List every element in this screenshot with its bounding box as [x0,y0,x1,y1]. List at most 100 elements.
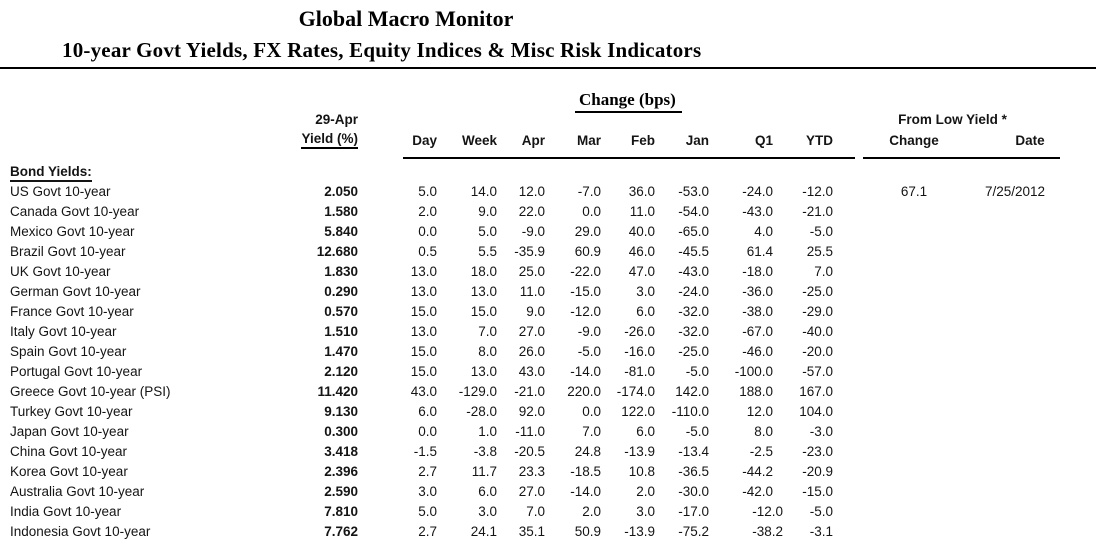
column-header-q1: Q1 [754,133,773,148]
column-gap [836,322,868,342]
change-value: 5.5 [478,244,497,259]
table-row: UK Govt 10-year 1.830 13.0 18.0 25.0 -22.0 47.… [0,262,1096,282]
section-label: Bond Yields: [0,162,1096,182]
column-gap [836,402,868,422]
row-label: Portugal Govt 10-year [10,364,143,379]
table-row: Korea Govt 10-year 2.396 2.7 11.7 23.3 -18.5 1… [0,462,1096,482]
change-value: 9.0 [478,204,497,219]
from-low-date-value [960,202,1070,222]
yield-value: 7.810 [324,504,358,519]
from-low-date-value [960,522,1070,541]
change-value: -45.5 [678,244,709,259]
from-low-change-value [868,382,960,402]
row-filler [1070,362,1096,382]
change-value: -32.0 [678,304,709,319]
table-row: German Govt 10-year 0.290 13.0 13.0 11.0 -15.… [0,282,1096,302]
change-value: -1.5 [413,444,437,459]
change-value: -20.5 [514,444,545,459]
bond-yields-table: Bond Yields: US Govt 10-year 2.050 5.0 14.0 1… [0,162,1096,541]
row-label: Turkey Govt 10-year [10,404,133,419]
change-value: 2.0 [418,204,437,219]
table-row: Spain Govt 10-year 1.470 15.0 8.0 26.0 -5.0 -1… [0,342,1096,362]
yield-value: 11.420 [317,384,358,399]
column-header-feb: Feb [630,133,655,148]
change-value: 22.0 [518,204,545,219]
row-filler [1070,402,1096,422]
row-label: Australia Govt 10-year [10,484,145,499]
row-filler [1070,522,1096,541]
change-value: 60.9 [574,244,601,259]
row-label: Indonesia Govt 10-year [10,524,151,539]
from-low-date-value [960,262,1070,282]
change-value: -54.0 [678,204,709,219]
table-row: Greece Govt 10-year (PSI) 11.420 43.0 -129.… [0,382,1096,402]
row-label: China Govt 10-year [10,444,128,459]
change-value: -21.0 [802,204,833,219]
yield-value: 9.130 [324,404,358,419]
column-gap [836,362,868,382]
change-value: 6.0 [478,484,497,499]
row-filler [1070,482,1096,502]
change-value: -174.0 [616,384,655,399]
change-value: 122.0 [621,404,655,419]
from-low-change-value [868,362,960,382]
from-low-date-value [960,282,1070,302]
column-header-from-low-date: Date [1015,133,1045,148]
table-row: France Govt 10-year 0.570 15.0 15.0 9.0 -12.0… [0,302,1096,322]
change-value: 11.0 [629,204,655,219]
from-low-date-value [960,322,1070,342]
from-low-change-value [868,522,960,541]
yield-value: 3.418 [324,444,358,459]
change-value: 18.0 [470,264,497,279]
change-value: 5.0 [418,504,437,519]
from-low-change-value [868,422,960,442]
column-header-yield: Yield (%) [240,131,360,149]
table-row: Mexico Govt 10-year 5.840 0.0 5.0 -9.0 29.0 40… [0,222,1096,242]
change-value: 13.0 [410,324,437,339]
change-bps-section-header: Change (bps) [575,90,682,113]
column-gap [836,502,868,522]
column-header-mar: Mar [576,133,601,148]
from-low-date-value [960,342,1070,362]
change-value: -46.0 [742,344,773,359]
change-value: -40.0 [802,324,833,339]
change-value: 6.0 [636,424,655,439]
yield-value: 0.290 [324,284,358,299]
row-filler [1070,262,1096,282]
change-value: 12.0 [518,184,545,199]
change-value: 6.0 [418,404,437,419]
change-value: 26.0 [518,344,545,359]
table-row: Portugal Govt 10-year 2.120 15.0 13.0 43.0 -1… [0,362,1096,382]
yield-value: 2.590 [324,484,358,499]
change-value: -81.0 [624,364,655,379]
from-low-yield-header: From Low Yield * [898,112,1007,127]
from-low-date-value [960,422,1070,442]
change-value: -36.5 [678,464,709,479]
change-value: 25.5 [806,244,833,259]
column-gap [836,242,868,262]
from-low-date-value [960,242,1070,262]
change-value: 50.9 [574,524,601,539]
change-value: -67.0 [742,324,773,339]
change-value: -100.0 [734,364,773,379]
change-value: 12.0 [746,404,773,419]
change-value: -9.0 [521,224,545,239]
column-gap [836,222,868,242]
change-value: -14.0 [570,364,601,379]
column-header-ytd: YTD [806,133,833,148]
change-value: 35.1 [518,524,545,539]
yield-value: 7.762 [324,524,358,539]
yield-value: 12.680 [316,244,358,259]
from-low-header-rule [863,157,1060,159]
column-header-jan: Jan [685,133,709,148]
change-value: -30.0 [678,484,709,499]
change-value: -11.0 [515,424,545,439]
row-label: UK Govt 10-year [10,264,111,279]
yield-value: 0.570 [324,304,358,319]
row-filler [1070,422,1096,442]
change-value: -5.0 [809,504,833,519]
yield-value: 2.050 [324,184,358,199]
change-value: 1.0 [478,424,497,439]
change-value: -18.0 [742,264,773,279]
